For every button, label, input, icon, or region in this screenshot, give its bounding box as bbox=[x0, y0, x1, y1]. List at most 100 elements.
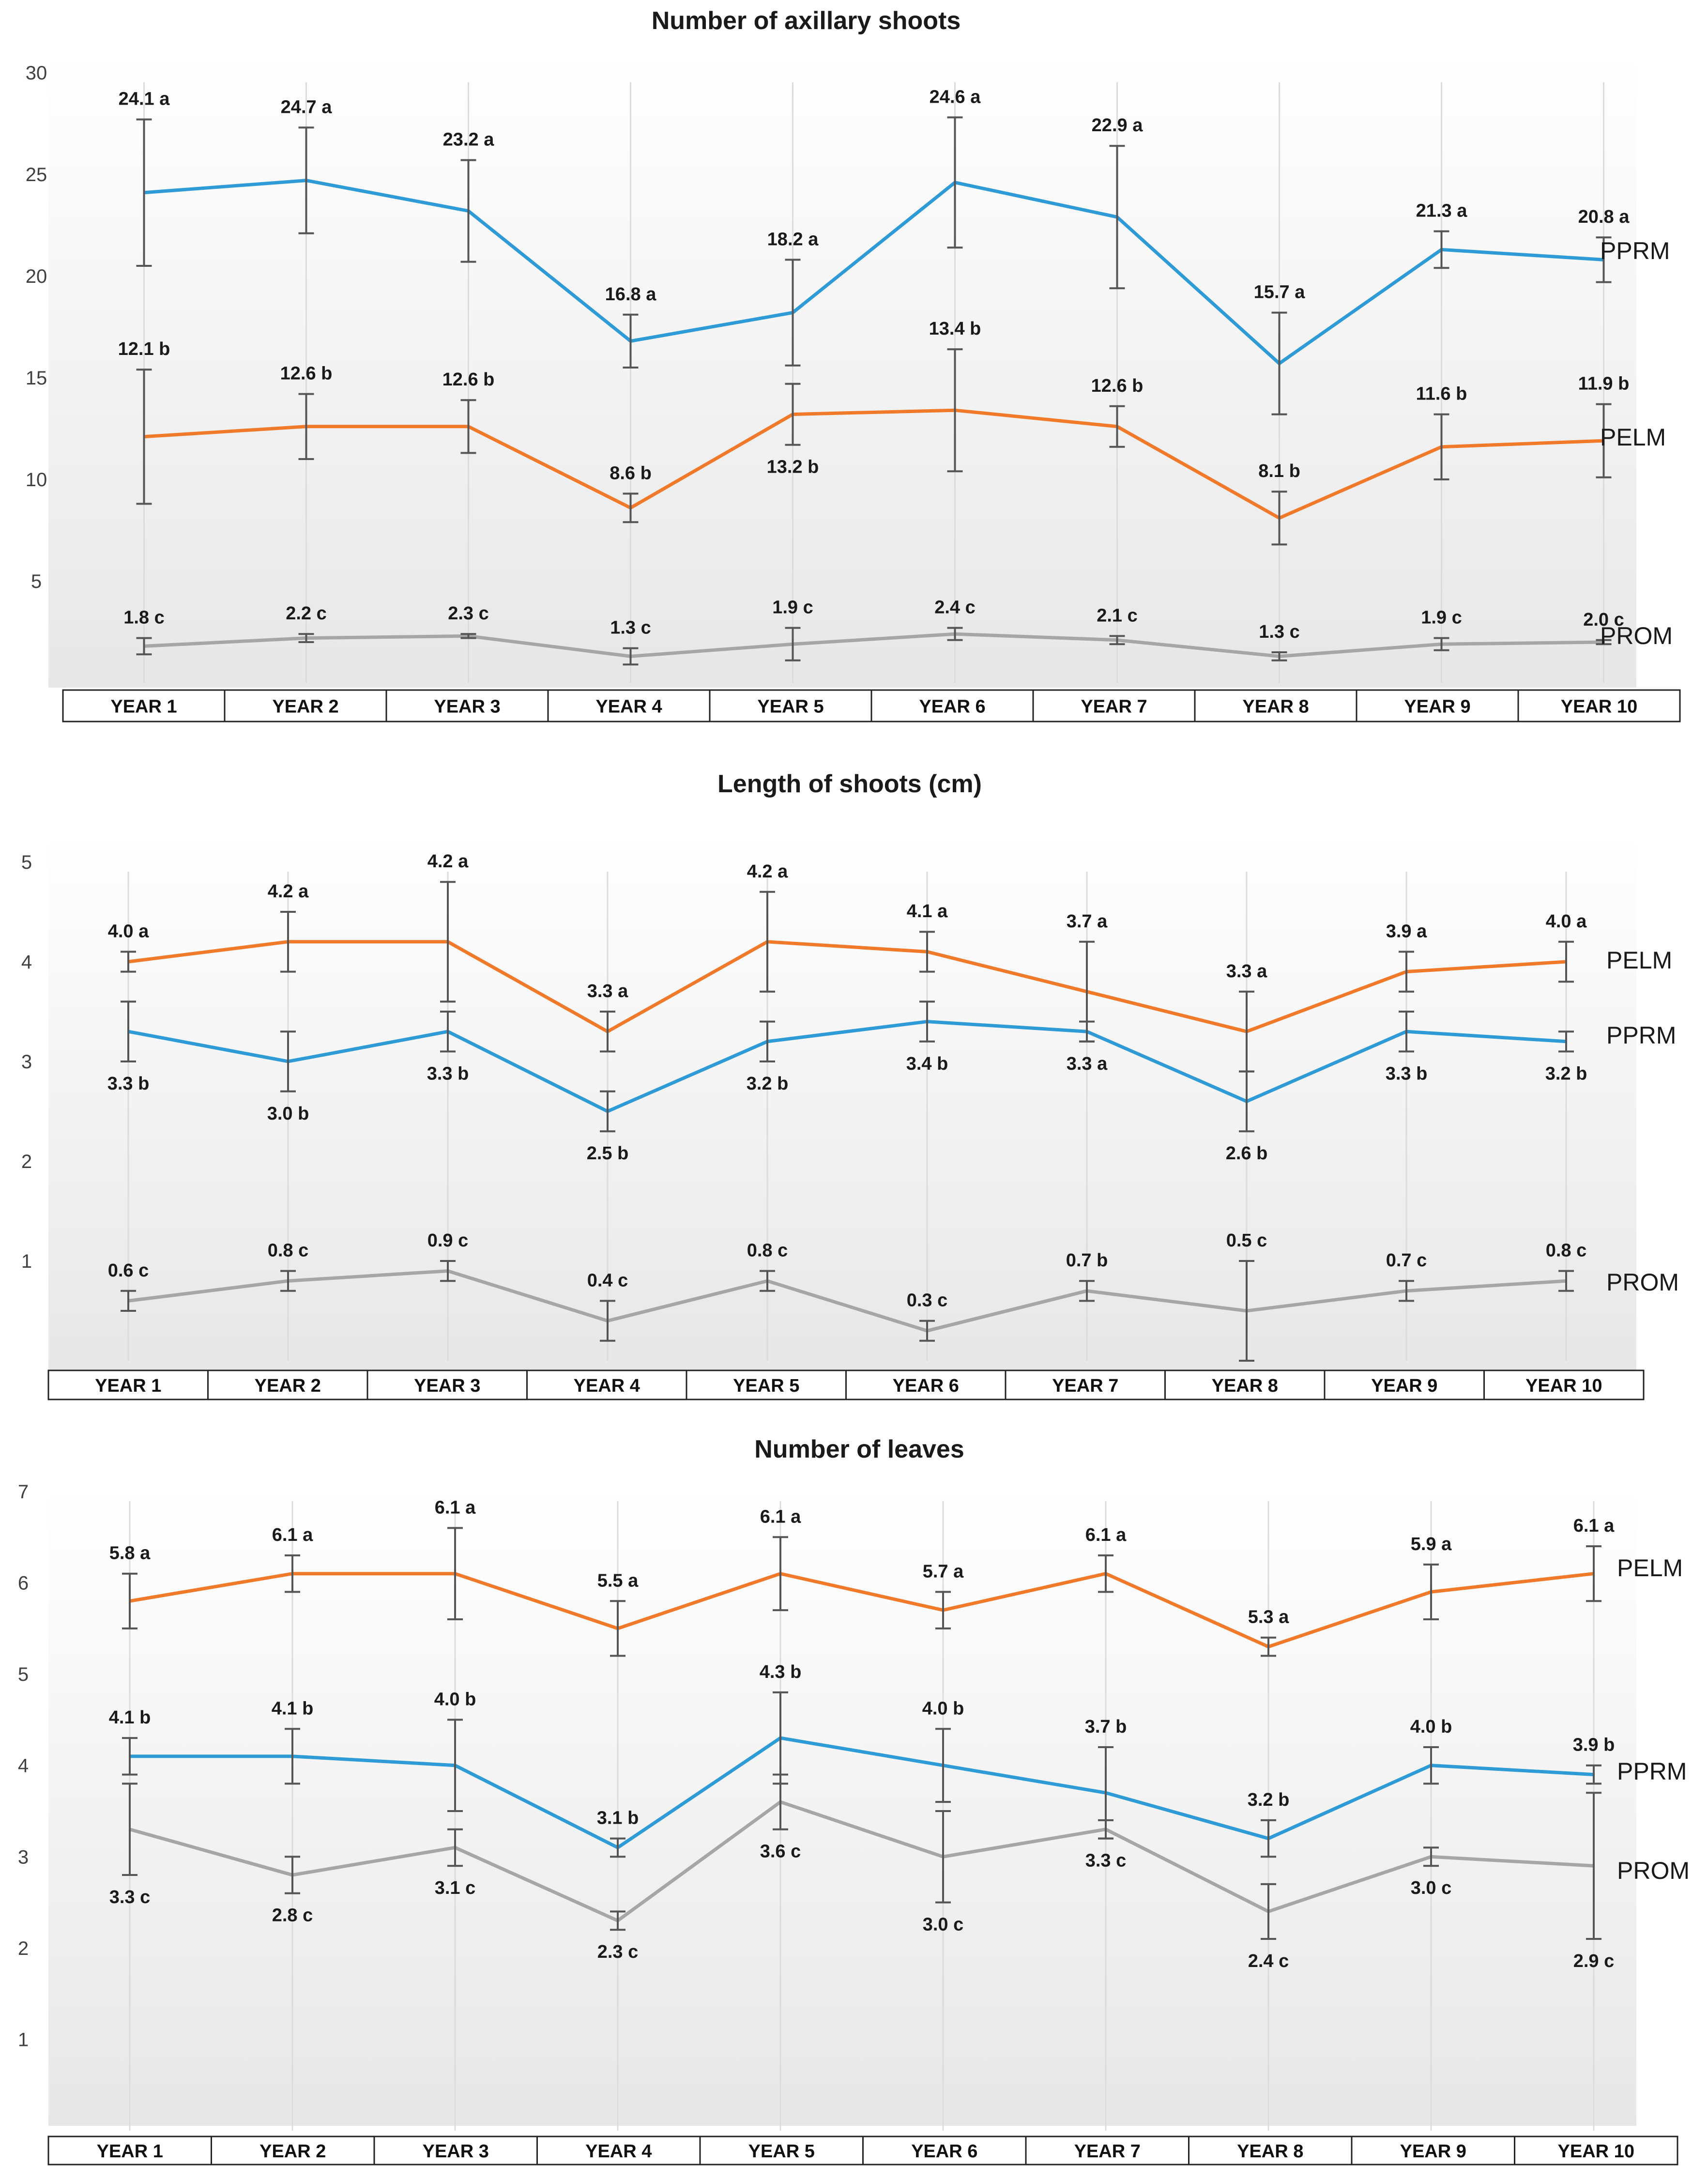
error-bar-prom-year-8-number-of-leaves bbox=[1261, 1883, 1276, 1940]
series-name-prom-length-of-shoots-cm: PROM bbox=[1606, 1269, 1679, 1296]
error-bars-shoot-length bbox=[121, 881, 1574, 1362]
error-bar-prom-year-6-number-of-axillary-shoots bbox=[947, 627, 963, 641]
data-label-prom-year-10-number-of-axillary-shoots: 2.0 c bbox=[1583, 610, 1624, 630]
data-label-pelm-year-7-number-of-leaves: 6.1 a bbox=[1085, 1525, 1127, 1545]
y-tick-1-number-of-leaves: 1 bbox=[18, 2029, 29, 2050]
y-tick-15-number-of-axillary-shoots: 15 bbox=[26, 368, 47, 389]
data-label-pelm-year-7-number-of-axillary-shoots: 12.6 b bbox=[1091, 376, 1144, 396]
data-label-prom-year-7-length-of-shoots-cm: 0.7 b bbox=[1066, 1250, 1108, 1271]
error-bar-prom-year-10-length-of-shoots-cm bbox=[1558, 1270, 1574, 1292]
data-label-pelm-year-9-number-of-axillary-shoots: 11.6 b bbox=[1416, 384, 1467, 404]
error-bar-pprm-year-9-number-of-axillary-shoots bbox=[1434, 230, 1449, 269]
data-label-pprm-year-6-number-of-leaves: 4.0 b bbox=[922, 1698, 964, 1719]
series-names-axillary-shoots: PPRM PELM PROM bbox=[1600, 237, 1673, 649]
error-bar-prom-year-9-number-of-leaves bbox=[1423, 1846, 1439, 1867]
data-label-pprm-year-9-length-of-shoots-cm: 3.3 b bbox=[1386, 1063, 1428, 1084]
error-bar-pprm-year-9-number-of-leaves bbox=[1423, 1746, 1439, 1785]
data-label-prom-year-9-number-of-leaves: 3.0 c bbox=[1411, 1878, 1452, 1898]
category-row-axillary-shoots: YEAR 1 YEAR 2 YEAR 3 YEAR 4 YEAR 5 YEAR 6 YEAR… bbox=[62, 689, 1681, 722]
y-tick-30-number-of-axillary-shoots: 30 bbox=[26, 62, 47, 84]
error-bar-pprm-year-7-length-of-shoots-cm bbox=[1079, 1020, 1095, 1043]
category-label-year-7-length-of-shoots-cm: YEAR 7 bbox=[1052, 1376, 1118, 1396]
y-tick-20-number-of-axillary-shoots: 20 bbox=[26, 266, 47, 287]
error-bar-pelm-year-7-number-of-axillary-shoots bbox=[1109, 405, 1125, 448]
data-label-pprm-year-4-length-of-shoots-cm: 2.5 b bbox=[587, 1143, 629, 1164]
series-line-pprm-number-of-leaves bbox=[130, 1736, 1594, 1850]
category-label-year-7-number-of-leaves: YEAR 7 bbox=[1074, 2141, 1141, 2162]
data-label-pelm-year-8-number-of-axillary-shoots: 8.1 b bbox=[1258, 461, 1300, 481]
error-bar-prom-year-8-number-of-axillary-shoots bbox=[1271, 651, 1287, 661]
series-line-pprm-length-of-shoots-cm bbox=[128, 1020, 1567, 1113]
data-label-prom-year-2-number-of-axillary-shoots: 2.2 c bbox=[286, 603, 327, 624]
data-label-pelm-year-2-number-of-axillary-shoots: 12.6 b bbox=[280, 364, 333, 384]
category-label-year-2-number-of-axillary-shoots: YEAR 2 bbox=[272, 697, 338, 717]
series-line-pelm-number-of-leaves bbox=[129, 1572, 1594, 1649]
series-lines-number-of-leaves bbox=[129, 1572, 1594, 1923]
data-label-pelm-year-7-length-of-shoots-cm: 3.7 a bbox=[1067, 911, 1108, 932]
data-label-pprm-year-10-length-of-shoots-cm: 3.2 b bbox=[1545, 1063, 1587, 1084]
data-label-prom-year-1-number-of-leaves: 3.3 c bbox=[109, 1887, 151, 1907]
data-label-prom-year-7-number-of-axillary-shoots: 2.1 c bbox=[1097, 605, 1138, 626]
error-bar-pelm-year-5-number-of-leaves bbox=[773, 1536, 788, 1612]
category-label-year-4-number-of-axillary-shoots: YEAR 4 bbox=[595, 697, 662, 717]
data-label-pelm-year-5-length-of-shoots-cm: 4.2 a bbox=[747, 861, 788, 882]
category-row-shoot-length: YEAR 1 YEAR 2 YEAR 3 YEAR 4 YEAR 5 YEAR 6 YEAR… bbox=[47, 1369, 1645, 1400]
data-label-pprm-year-5-number-of-leaves: 4.3 b bbox=[760, 1662, 802, 1682]
category-label-year-8-number-of-leaves: YEAR 8 bbox=[1237, 2141, 1303, 2162]
data-label-prom-year-5-length-of-shoots-cm: 0.8 c bbox=[747, 1241, 788, 1261]
data-label-prom-year-2-number-of-leaves: 2.8 c bbox=[272, 1905, 313, 1926]
data-label-pelm-year-2-length-of-shoots-cm: 4.2 a bbox=[268, 881, 309, 902]
y-tick-3-number-of-leaves: 3 bbox=[18, 1846, 29, 1868]
series-name-pelm-number-of-leaves: PELM bbox=[1617, 1554, 1683, 1582]
data-label-pprm-year-10-number-of-leaves: 3.9 b bbox=[1573, 1735, 1615, 1755]
error-bar-pprm-year-10-number-of-leaves bbox=[1586, 1764, 1601, 1785]
error-bar-prom-year-3-number-of-axillary-shoots bbox=[460, 633, 476, 639]
data-label-prom-year-6-number-of-leaves: 3.0 c bbox=[923, 1915, 964, 1935]
category-label-year-6-number-of-leaves: YEAR 6 bbox=[911, 2141, 977, 2162]
error-bar-pelm-year-10-length-of-shoots-cm bbox=[1558, 940, 1574, 983]
error-bar-prom-year-6-number-of-leaves bbox=[935, 1810, 951, 1904]
category-label-year-10-number-of-axillary-shoots: YEAR 10 bbox=[1561, 697, 1637, 717]
data-label-pelm-year-6-number-of-leaves: 5.7 a bbox=[923, 1561, 964, 1582]
data-label-pprm-year-2-length-of-shoots-cm: 3.0 b bbox=[267, 1104, 309, 1124]
error-bar-pprm-year-3-number-of-axillary-shoots bbox=[460, 159, 476, 263]
error-bar-pelm-year-9-length-of-shoots-cm bbox=[1399, 951, 1414, 993]
data-label-pprm-year-7-length-of-shoots-cm: 3.3 a bbox=[1067, 1054, 1108, 1074]
error-bar-pprm-year-8-number-of-axillary-shoots bbox=[1271, 311, 1287, 415]
category-label-year-3-number-of-leaves: YEAR 3 bbox=[423, 2141, 489, 2162]
data-label-prom-year-5-number-of-leaves: 3.6 c bbox=[760, 1842, 801, 1862]
error-bar-prom-year-4-number-of-axillary-shoots bbox=[623, 647, 639, 666]
error-bar-pprm-year-8-length-of-shoots-cm bbox=[1239, 1070, 1254, 1133]
y-tick-10-number-of-axillary-shoots: 10 bbox=[26, 469, 47, 491]
error-bar-pprm-year-1-number-of-axillary-shoots bbox=[136, 118, 152, 267]
series-line-prom-number-of-axillary-shoots bbox=[144, 632, 1604, 658]
error-bar-pprm-year-3-length-of-shoots-cm bbox=[440, 1011, 456, 1053]
error-bar-pelm-year-1-length-of-shoots-cm bbox=[121, 951, 136, 973]
data-label-pelm-year-4-number-of-leaves: 5.5 a bbox=[597, 1570, 639, 1591]
series-name-pprm-length-of-shoots-cm: PPRM bbox=[1606, 1022, 1676, 1049]
category-label-year-5-number-of-axillary-shoots: YEAR 5 bbox=[757, 697, 824, 717]
category-label-year-10-number-of-leaves: YEAR 10 bbox=[1558, 2141, 1634, 2162]
category-label-year-2-length-of-shoots-cm: YEAR 2 bbox=[255, 1376, 321, 1396]
data-label-pelm-year-10-number-of-axillary-shoots: 11.9 b bbox=[1578, 374, 1630, 394]
category-label-year-6-length-of-shoots-cm: YEAR 6 bbox=[893, 1376, 959, 1396]
data-label-pprm-year-10-number-of-axillary-shoots: 20.8 a bbox=[1578, 207, 1630, 227]
data-label-pprm-year-2-number-of-leaves: 4.1 b bbox=[272, 1698, 314, 1719]
category-label-year-9-number-of-axillary-shoots: YEAR 9 bbox=[1404, 697, 1470, 717]
data-label-pelm-year-5-number-of-leaves: 6.1 a bbox=[760, 1506, 801, 1527]
data-label-pelm-year-9-length-of-shoots-cm: 3.9 a bbox=[1386, 921, 1427, 941]
error-bar-prom-year-9-length-of-shoots-cm bbox=[1399, 1280, 1414, 1302]
data-label-pprm-year-9-number-of-leaves: 4.0 b bbox=[1410, 1717, 1452, 1737]
series-name-pprm-number-of-leaves: PPRM bbox=[1617, 1758, 1687, 1785]
y-tick-1-length-of-shoots-cm: 1 bbox=[21, 1251, 32, 1272]
error-bar-pelm-year-10-number-of-axillary-shoots bbox=[1596, 403, 1612, 478]
data-label-pprm-year-5-length-of-shoots-cm: 3.2 b bbox=[747, 1074, 789, 1094]
error-bar-pelm-year-5-number-of-axillary-shoots bbox=[785, 383, 801, 446]
data-label-pelm-year-8-number-of-leaves: 5.3 a bbox=[1248, 1607, 1289, 1628]
data-label-pelm-year-3-length-of-shoots-cm: 4.2 a bbox=[427, 851, 469, 872]
error-bar-prom-year-2-length-of-shoots-cm bbox=[280, 1270, 296, 1292]
error-bar-pprm-year-4-length-of-shoots-cm bbox=[600, 1090, 615, 1133]
error-bar-pelm-year-9-number-of-leaves bbox=[1423, 1563, 1439, 1620]
error-bar-prom-year-4-number-of-leaves bbox=[610, 1910, 625, 1931]
